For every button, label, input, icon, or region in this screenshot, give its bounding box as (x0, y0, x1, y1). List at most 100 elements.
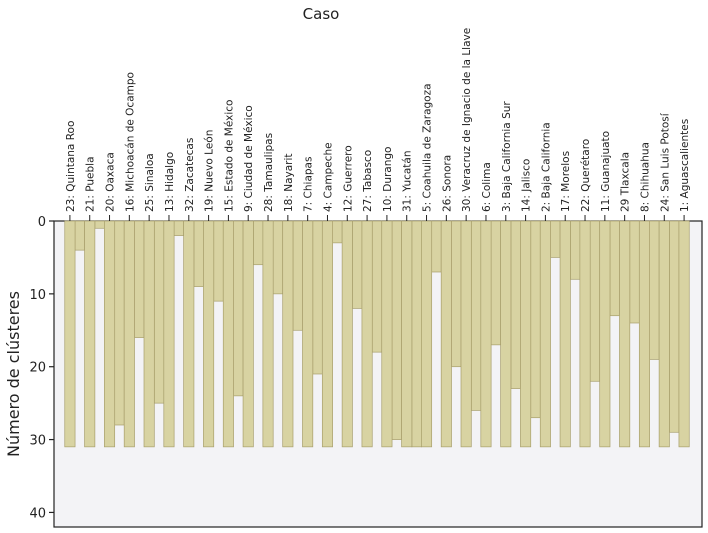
x-tick-label-5: 25: Sinaloa (144, 153, 156, 212)
x-tick-label-17: 10: Durango (382, 147, 394, 212)
x-tick-label-21: 30: Veracruz de Ignacio de la Llave (461, 28, 473, 212)
x-tick-label-28: 11: Guanajuato (600, 131, 612, 212)
case-bar-10 (242, 220, 254, 448)
x-tick-label-9: 15: Estado de México (223, 100, 235, 212)
gap-bar-7 (193, 220, 204, 287)
case-bar-11 (262, 220, 274, 448)
case-bar-29 (619, 220, 631, 448)
x-axis: 23: Quintana Roo 21: Puebla 20: Oaxaca 16: … (65, 28, 691, 221)
x-tick-label-25: 2: Baja California (540, 122, 552, 212)
case-bar-17 (381, 220, 393, 448)
y-tick-label-0: 0 (38, 215, 46, 230)
case-bar-14 (321, 220, 333, 448)
case-bar-22 (480, 220, 492, 448)
gap-bar-13 (312, 220, 323, 375)
gap-bar-5 (153, 220, 165, 404)
x-tick-label-22: 6: Colima (481, 162, 493, 212)
gap-bar-9 (233, 220, 244, 397)
case-bar-23 (500, 220, 512, 448)
x-tick-label-24: 14: Jalisco (521, 159, 533, 212)
case-bar-21 (460, 220, 472, 448)
case-bar-24 (520, 220, 532, 448)
gap-bar-29 (629, 220, 640, 324)
gap-bar-17 (391, 220, 402, 440)
gap-bar-6 (173, 220, 184, 236)
gap-bar-23 (510, 220, 521, 389)
x-tick-label-26: 17: Morelos (560, 151, 572, 212)
x-tick-label-20: 26: Sonora (441, 155, 453, 212)
case-bar-5 (143, 220, 155, 448)
case-bar-25 (539, 220, 551, 448)
gap-bar-10 (253, 220, 264, 266)
gap-bar-8 (213, 220, 224, 302)
x-tick-label-19: 5: Coahuila de Zaragoza (422, 83, 434, 212)
bars-group (64, 220, 690, 448)
y-tick-label-30: 30 (29, 434, 46, 449)
x-tick-label-27: 22: Querétaro (580, 139, 592, 212)
y-tick-label-20: 20 (29, 361, 46, 376)
gap-bar-25 (550, 220, 561, 258)
gap-bar-14 (332, 220, 343, 244)
case-bar-30 (638, 220, 650, 448)
case-bar-12 (282, 220, 294, 448)
case-bar-8 (203, 220, 215, 448)
case-bar-19 (421, 220, 433, 448)
gap-bar-18 (411, 220, 422, 448)
case-bar-31 (658, 220, 670, 448)
case-bar-20 (440, 220, 452, 448)
case-bar-15 (341, 220, 353, 448)
x-tick-label-11: 28: Tamaulipas (263, 133, 275, 212)
gap-bar-15 (352, 220, 363, 309)
y-tick-label-40: 40 (29, 506, 46, 521)
chart-title: Caso (303, 5, 340, 23)
case-bar-13 (302, 220, 314, 448)
case-bar-18 (401, 220, 413, 448)
gap-bar-19 (431, 220, 442, 273)
gap-bar-1 (74, 220, 85, 251)
x-tick-label-13: 7: Chiapas (303, 157, 315, 212)
gap-bar-2 (94, 220, 105, 229)
gap-bar-4 (134, 220, 145, 338)
x-tick-label-6: 13: Hidalgo (164, 152, 176, 212)
x-tick-label-31: 24: San Luis Potosí (659, 112, 671, 212)
gap-bar-24 (530, 220, 541, 419)
case-bar-4 (123, 220, 135, 448)
gap-bar-30 (649, 220, 660, 360)
case-bar-1 (64, 220, 76, 448)
case-bar-2 (84, 220, 96, 448)
case-bar-3 (104, 220, 116, 448)
gap-bar-3 (114, 220, 125, 426)
case-bar-32 (678, 220, 690, 448)
gap-bar-21 (470, 220, 482, 411)
case-bar-9 (222, 220, 234, 448)
x-tick-label-8: 19: Nuevo León (204, 130, 216, 212)
x-tick-label-3: 20: Oaxaca (105, 152, 117, 212)
x-tick-label-14: 4: Campeche (322, 142, 334, 212)
x-tick-label-2: 21: Puebla (85, 156, 97, 212)
case-bar-27 (579, 220, 591, 448)
y-axis-label: Número de clústeres (4, 291, 23, 457)
case-bar-26 (559, 220, 571, 448)
x-tick-label-32: 1: Aguascalientes (679, 119, 691, 212)
case-bar-16 (361, 220, 373, 448)
x-tick-label-7: 32: Zacatecas (184, 138, 196, 212)
x-tick-label-16: 27: Tabasco (362, 150, 374, 212)
x-tick-label-12: 18: Nayarit (283, 153, 295, 212)
x-tick-label-10: 9: Ciudad de México (243, 105, 255, 212)
gap-bar-12 (292, 220, 303, 331)
gap-bar-26 (570, 220, 581, 280)
x-tick-label-4: 16: Michoacán de Ocampo (124, 72, 136, 212)
x-tick-label-18: 31: Yucatán (402, 150, 414, 212)
x-tick-label-29: 29 Tlaxcala (620, 152, 632, 212)
x-tick-label-15: 12: Guerrero (342, 145, 354, 212)
y-tick-label-10: 10 (29, 288, 46, 303)
x-tick-label-23: 3: Baja California Sur (501, 101, 513, 212)
y-axis: 0 10 20 30 40 (29, 215, 54, 521)
gap-bar-31 (669, 220, 680, 433)
x-tick-label-30: 8: Chihuahua (639, 142, 651, 212)
gap-bar-22 (490, 220, 501, 346)
case-bar-7 (183, 220, 195, 448)
gap-bar-16 (371, 220, 383, 353)
gap-bar-27 (589, 220, 601, 382)
